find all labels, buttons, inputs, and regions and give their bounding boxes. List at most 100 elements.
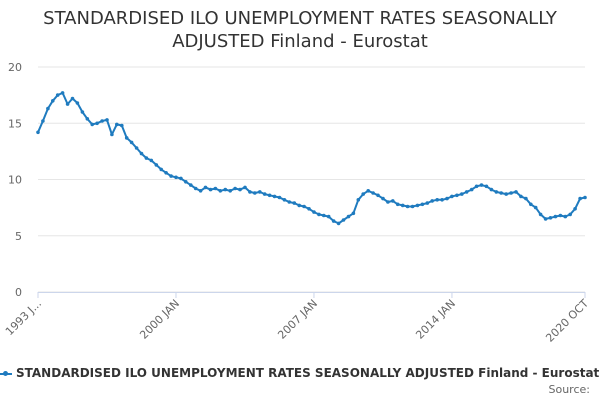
data-point[interactable] xyxy=(124,136,129,140)
data-point[interactable] xyxy=(95,121,99,126)
data-point[interactable] xyxy=(75,101,80,105)
data-point[interactable] xyxy=(351,211,356,216)
data-point[interactable] xyxy=(514,190,518,194)
data-point[interactable] xyxy=(228,189,232,193)
data-point[interactable] xyxy=(292,201,297,205)
data-point[interactable] xyxy=(184,180,188,184)
data-point[interactable] xyxy=(65,102,70,106)
data-point[interactable] xyxy=(159,167,163,172)
data-point[interactable] xyxy=(262,192,267,196)
data-point[interactable] xyxy=(543,217,548,221)
data-point[interactable] xyxy=(120,123,124,128)
data-point[interactable] xyxy=(238,187,242,192)
data-point[interactable] xyxy=(405,204,410,209)
data-point[interactable] xyxy=(164,171,168,175)
data-point[interactable] xyxy=(341,218,346,222)
data-point[interactable] xyxy=(282,198,287,202)
data-point[interactable] xyxy=(179,176,183,181)
data-point[interactable] xyxy=(134,146,139,150)
data-point[interactable] xyxy=(144,156,149,160)
data-point[interactable] xyxy=(533,205,538,210)
data-point[interactable] xyxy=(307,207,311,211)
data-point[interactable] xyxy=(420,202,425,207)
data-point[interactable] xyxy=(51,99,55,103)
data-point[interactable] xyxy=(139,151,144,156)
data-point[interactable] xyxy=(90,122,94,127)
data-point[interactable] xyxy=(287,200,292,204)
data-point[interactable] xyxy=(326,214,331,219)
data-point[interactable] xyxy=(277,195,282,200)
data-point[interactable] xyxy=(391,199,395,203)
data-point[interactable] xyxy=(494,190,499,194)
data-point[interactable] xyxy=(410,204,415,209)
data-point[interactable] xyxy=(464,190,469,194)
data-point[interactable] xyxy=(474,184,479,189)
data-point[interactable] xyxy=(435,198,440,202)
data-point[interactable] xyxy=(55,93,60,97)
data-point[interactable] xyxy=(509,191,513,195)
data-point[interactable] xyxy=(129,140,134,145)
data-point[interactable] xyxy=(218,189,223,193)
data-point[interactable] xyxy=(258,190,262,194)
data-point[interactable] xyxy=(366,189,371,193)
data-point[interactable] xyxy=(376,193,380,198)
data-point[interactable] xyxy=(440,198,444,202)
data-point[interactable] xyxy=(381,196,385,201)
data-point[interactable] xyxy=(60,91,65,95)
data-point[interactable] xyxy=(548,216,553,220)
data-point[interactable] xyxy=(70,96,75,101)
data-point[interactable] xyxy=(203,185,208,190)
data-point[interactable] xyxy=(100,119,104,123)
data-point[interactable] xyxy=(346,214,351,219)
series-line-0[interactable] xyxy=(37,91,586,225)
data-point[interactable] xyxy=(331,219,336,223)
data-point[interactable] xyxy=(583,195,587,200)
data-point[interactable] xyxy=(317,212,321,217)
data-point[interactable] xyxy=(36,130,40,135)
data-point[interactable] xyxy=(208,187,213,192)
data-point[interactable] xyxy=(430,199,435,203)
data-point[interactable] xyxy=(213,186,218,191)
data-point[interactable] xyxy=(154,163,159,167)
data-point[interactable] xyxy=(80,110,85,114)
data-point[interactable] xyxy=(272,194,277,199)
data-point[interactable] xyxy=(174,175,178,180)
data-point[interactable] xyxy=(149,158,154,163)
data-point[interactable] xyxy=(169,174,173,178)
data-point[interactable] xyxy=(558,213,563,218)
data-point[interactable] xyxy=(519,194,523,199)
data-point[interactable] xyxy=(223,187,228,192)
data-point[interactable] xyxy=(568,212,572,217)
data-point[interactable] xyxy=(553,214,558,219)
data-point[interactable] xyxy=(578,196,582,201)
data-point[interactable] xyxy=(395,202,400,207)
data-point[interactable] xyxy=(504,192,509,196)
data-point[interactable] xyxy=(253,191,257,195)
data-point[interactable] xyxy=(489,187,494,192)
data-point[interactable] xyxy=(450,194,454,199)
data-point[interactable] xyxy=(425,201,430,205)
data-point[interactable] xyxy=(193,186,198,191)
data-point[interactable] xyxy=(233,186,237,191)
legend[interactable]: STANDARDISED ILO UNEMPLOYMENT RATES SEAS… xyxy=(0,365,600,383)
data-point[interactable] xyxy=(484,184,489,189)
data-point[interactable] xyxy=(105,118,109,122)
data-point[interactable] xyxy=(189,183,193,187)
data-point[interactable] xyxy=(297,203,302,208)
data-point[interactable] xyxy=(445,196,449,201)
data-point[interactable] xyxy=(243,185,247,190)
data-point[interactable] xyxy=(302,204,306,209)
data-point[interactable] xyxy=(479,183,484,187)
data-point[interactable] xyxy=(538,212,543,217)
data-point[interactable] xyxy=(460,192,464,196)
data-point[interactable] xyxy=(529,202,533,207)
data-point[interactable] xyxy=(110,132,114,137)
data-point[interactable] xyxy=(415,203,420,208)
data-point[interactable] xyxy=(115,122,119,127)
data-point[interactable] xyxy=(41,119,45,123)
data-point[interactable] xyxy=(356,198,361,202)
data-point[interactable] xyxy=(312,210,316,214)
data-point[interactable] xyxy=(469,187,474,192)
data-point[interactable] xyxy=(361,192,366,196)
data-point[interactable] xyxy=(524,196,528,201)
